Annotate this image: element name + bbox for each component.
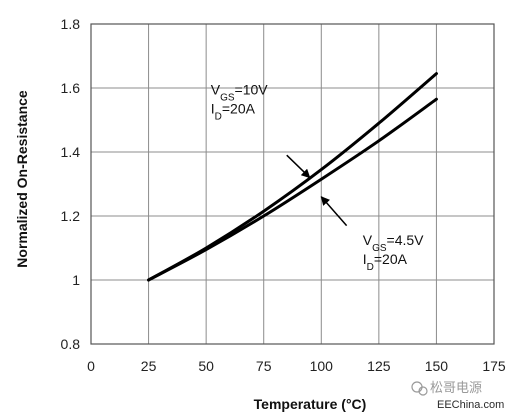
y-tick-label: 1.6 bbox=[61, 80, 81, 96]
grid bbox=[90, 23, 495, 345]
series-line-1 bbox=[147, 72, 438, 282]
y-axis-title: Normalized On-Resistance bbox=[14, 90, 30, 268]
series-group bbox=[147, 72, 438, 282]
x-tick-label: 125 bbox=[367, 358, 391, 374]
wechat-icon bbox=[411, 381, 428, 396]
y-tick-label: 1.2 bbox=[61, 208, 81, 224]
annotation-label-line: VGS=4.5V bbox=[363, 232, 424, 254]
x-axis-title: Temperature (°C) bbox=[254, 396, 367, 412]
tick-labels: 0 25 50 75 100 125 150 175 0.8 1 1.2 1.4 1.6 1.8 bbox=[61, 16, 506, 374]
watermark-text-cn: 松哥电源 bbox=[430, 381, 482, 396]
x-tick-label: 100 bbox=[310, 358, 334, 374]
annotation-arrow bbox=[320, 196, 348, 227]
x-tick-label: 25 bbox=[141, 358, 157, 374]
x-tick-label: 50 bbox=[198, 358, 214, 374]
x-tick-label: 150 bbox=[425, 358, 449, 374]
y-tick-label: 1.4 bbox=[61, 144, 81, 160]
y-tick-label: 0.8 bbox=[61, 336, 81, 352]
watermark-text-en: EEChina.com bbox=[437, 399, 504, 411]
x-tick-label: 175 bbox=[482, 358, 506, 374]
series-line-2 bbox=[147, 97, 438, 282]
watermark: 松哥电源 EEChina.com bbox=[411, 381, 504, 411]
annotation-label-line: ID=20A bbox=[363, 251, 408, 273]
x-tick-label: 75 bbox=[256, 358, 272, 374]
plot-frame bbox=[90, 23, 495, 345]
y-tick-label: 1.8 bbox=[61, 16, 81, 32]
annotation-label-line: VGS=10V bbox=[211, 81, 269, 103]
y-tick-label: 1 bbox=[72, 272, 80, 288]
annotation-label-line: ID=20A bbox=[211, 100, 256, 122]
annotation-arrow bbox=[286, 154, 311, 179]
x-tick-label: 0 bbox=[87, 358, 95, 374]
